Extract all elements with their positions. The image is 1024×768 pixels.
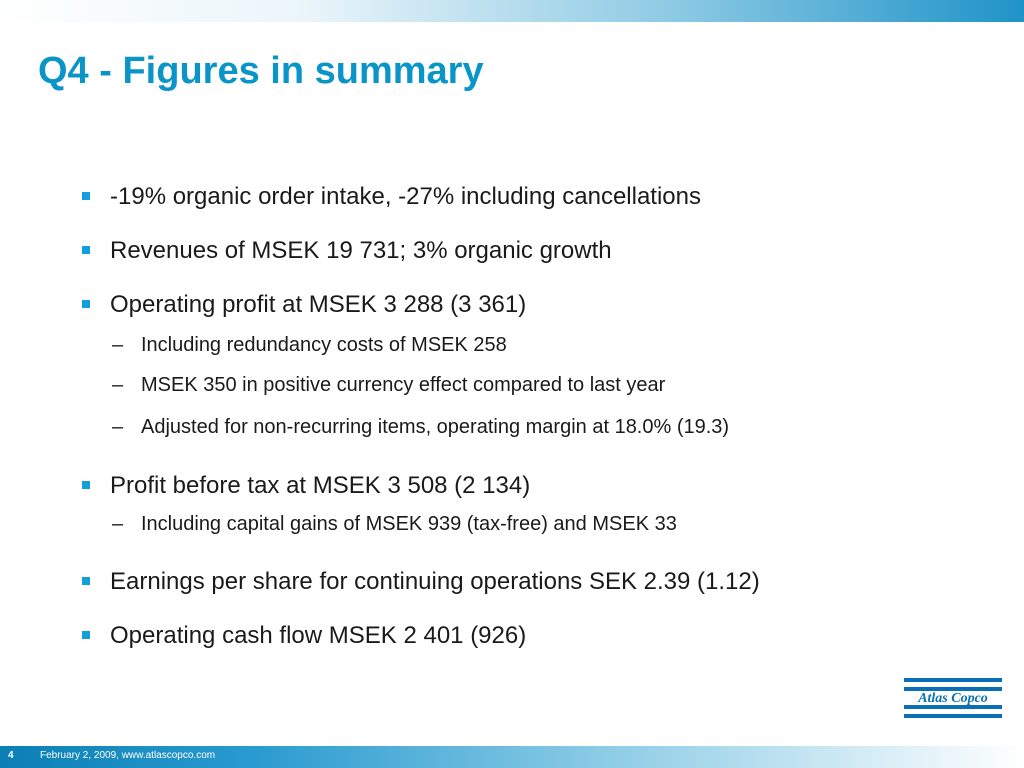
sub-bullet-text: Including capital gains of MSEK 939 (tax… <box>141 513 677 535</box>
footer-text: February 2, 2009, www.atlascopco.com <box>40 750 216 761</box>
dash-marker: – <box>112 374 124 396</box>
square-bullet-icon <box>82 631 90 639</box>
sub-bullet-text: MSEK 350 in positive currency effect com… <box>141 374 666 396</box>
dash-marker: – <box>112 416 124 438</box>
bullet-text: Earnings per share for continuing operat… <box>110 568 760 595</box>
bullet-text: Operating cash flow MSEK 2 401 (926) <box>110 622 527 649</box>
dash-marker: – <box>112 513 124 535</box>
square-bullet-icon <box>82 192 90 200</box>
top-gradient-band <box>0 0 1024 22</box>
bullet-text: Revenues of MSEK 19 731; 3% organic grow… <box>110 237 612 264</box>
svg-text:Atlas Copco: Atlas Copco <box>917 691 988 706</box>
square-bullet-icon <box>82 246 90 254</box>
dash-marker: – <box>112 334 124 356</box>
atlas-copco-logo: Atlas Copco <box>904 678 1002 718</box>
bullet-text: -19% organic order intake, -27% includin… <box>110 183 701 210</box>
bullet-text: Profit before tax at MSEK 3 508 (2 134) <box>110 472 531 499</box>
bottom-gradient-band <box>0 746 1024 768</box>
square-bullet-icon <box>82 577 90 585</box>
square-bullet-icon <box>82 300 90 308</box>
sub-bullet-text: Adjusted for non-recurring items, operat… <box>141 416 730 438</box>
slide-title: Q4 - Figures in summary <box>38 50 484 92</box>
square-bullet-icon <box>82 481 90 489</box>
sub-bullet-text: Including redundancy costs of MSEK 258 <box>141 334 507 356</box>
page-number: 4 <box>8 750 14 761</box>
bullet-text: Operating profit at MSEK 3 288 (3 361) <box>110 291 527 318</box>
